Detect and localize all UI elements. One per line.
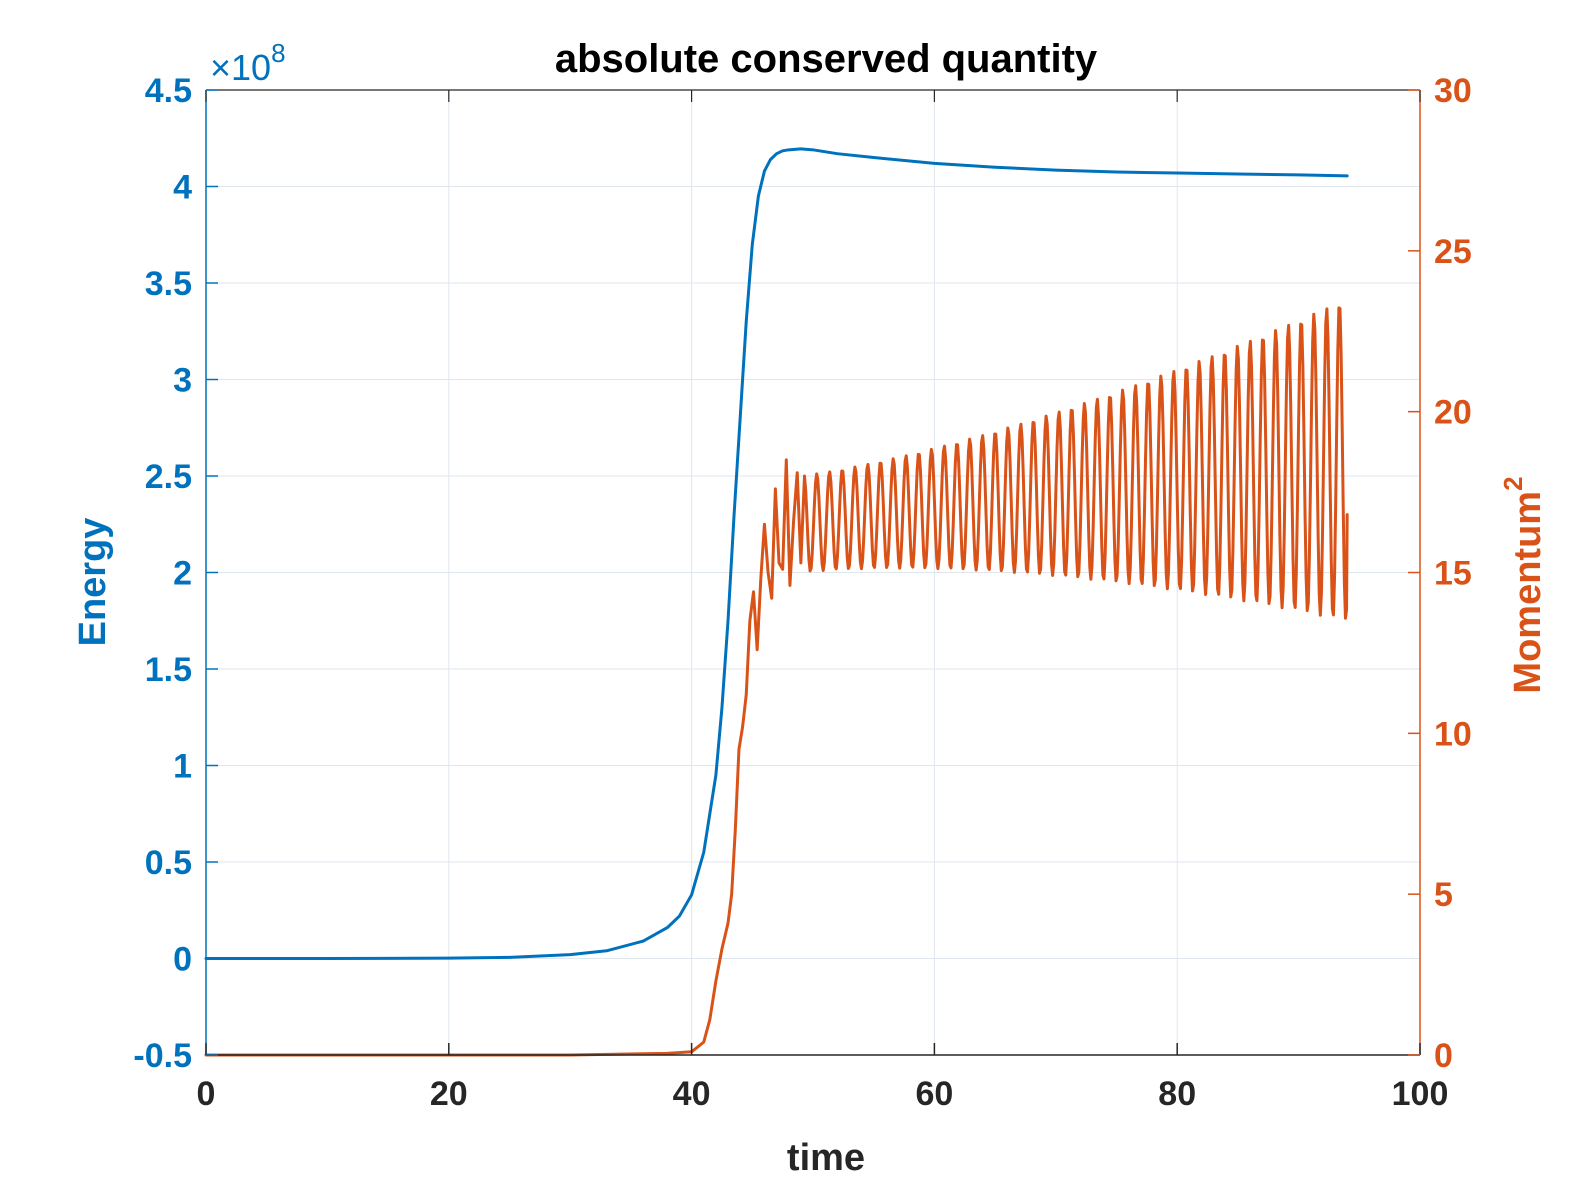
grid xyxy=(205,89,1421,1056)
y-axis-label-right-exponent: 2 xyxy=(1498,476,1528,490)
energy-line xyxy=(204,147,1349,960)
y-tick-label-left: 1 xyxy=(173,748,192,786)
x-tick-label: 80 xyxy=(1158,1075,1196,1113)
y-tick-label-right: 10 xyxy=(1434,715,1472,753)
x-tick-label: 40 xyxy=(673,1075,711,1113)
y-axis-label-left: Energy xyxy=(72,518,114,647)
x-tick-label: 20 xyxy=(430,1075,468,1113)
y-tick-label-left: 2.5 xyxy=(145,458,192,496)
y-axis-label-right-base: Momentum xyxy=(1507,491,1549,694)
y-axis-multiplier-exponent: 8 xyxy=(271,38,285,68)
momentum-series xyxy=(204,306,1349,1057)
y-tick-label-right: 30 xyxy=(1434,72,1472,110)
y-tick-label-left: 0.5 xyxy=(145,844,192,882)
y-tick-label-left: 1.5 xyxy=(145,651,192,689)
x-tick-label: 60 xyxy=(915,1075,953,1113)
y-tick-label-right: 20 xyxy=(1434,394,1472,432)
y-axis-multiplier: ×108 xyxy=(210,38,286,88)
y-tick-label-right: 25 xyxy=(1434,233,1472,271)
tick-labels: 0 20 40 60 80 100-0.500.511.522.533.544.50510… xyxy=(133,72,1471,1113)
y-axis-label-right: Momentum2 xyxy=(1498,476,1549,693)
y-tick-label-left: 2 xyxy=(173,555,192,593)
y-tick-label-right: 5 xyxy=(1434,876,1453,914)
chart-title: absolute conserved quantity xyxy=(555,37,1098,81)
y-tick-label-right: 0 xyxy=(1434,1037,1453,1075)
momentum-line xyxy=(204,306,1349,1057)
x-tick-label: 0 xyxy=(197,1075,216,1113)
x-axis-label: time xyxy=(787,1137,865,1179)
x-tick-label: 100 xyxy=(1392,1075,1449,1113)
y-tick-label-left: 0 xyxy=(173,941,192,979)
y-tick-label-left: 4 xyxy=(173,169,192,207)
energy-series xyxy=(204,147,1349,960)
y-tick-label-left: 3.5 xyxy=(145,265,192,303)
y-tick-label-left: 4.5 xyxy=(145,72,192,110)
y-axis-multiplier-base: ×10 xyxy=(210,47,271,88)
y-tick-label-left: -0.5 xyxy=(133,1037,192,1075)
y-tick-label-right: 15 xyxy=(1434,555,1472,593)
y-tick-label-left: 3 xyxy=(173,362,192,400)
